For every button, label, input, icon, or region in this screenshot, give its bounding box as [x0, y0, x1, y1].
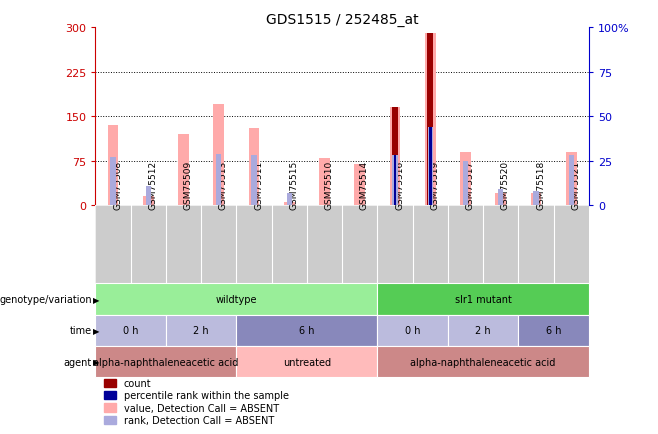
- Text: GSM75508: GSM75508: [113, 161, 122, 210]
- Text: 2 h: 2 h: [193, 326, 209, 335]
- Bar: [498, 190, 503, 206]
- Text: slr1 mutant: slr1 mutant: [455, 295, 512, 304]
- Bar: [393, 156, 397, 206]
- Bar: [448, 315, 519, 346]
- Text: GSM75516: GSM75516: [395, 161, 404, 210]
- Bar: [378, 284, 589, 315]
- Text: 6 h: 6 h: [299, 326, 315, 335]
- Bar: [428, 34, 433, 206]
- Bar: [216, 154, 222, 206]
- Bar: [425, 34, 436, 206]
- Bar: [111, 158, 116, 206]
- Text: GSM75515: GSM75515: [290, 161, 298, 210]
- Bar: [463, 161, 468, 206]
- Text: GSM75509: GSM75509: [184, 161, 193, 210]
- Text: GSM75521: GSM75521: [571, 161, 580, 210]
- Bar: [531, 194, 542, 206]
- Bar: [236, 346, 378, 378]
- Bar: [495, 194, 506, 206]
- Bar: [143, 197, 153, 206]
- Bar: [95, 346, 236, 378]
- Text: genotype/variation: genotype/variation: [0, 295, 92, 304]
- Text: ▶: ▶: [93, 326, 100, 335]
- Bar: [429, 128, 432, 206]
- Bar: [236, 315, 378, 346]
- Text: alpha-naphthaleneacetic acid: alpha-naphthaleneacetic acid: [411, 357, 556, 367]
- Bar: [428, 128, 433, 206]
- Bar: [95, 284, 378, 315]
- Bar: [319, 158, 330, 206]
- Bar: [287, 193, 292, 206]
- Bar: [378, 315, 448, 346]
- Bar: [95, 315, 166, 346]
- Bar: [284, 203, 295, 206]
- Text: GSM75518: GSM75518: [536, 161, 545, 210]
- Bar: [390, 108, 400, 206]
- Bar: [569, 156, 574, 206]
- Text: GSM75514: GSM75514: [360, 161, 368, 210]
- Text: GSM75519: GSM75519: [430, 161, 440, 210]
- Text: GSM75513: GSM75513: [218, 161, 228, 210]
- Bar: [378, 346, 589, 378]
- Bar: [166, 315, 236, 346]
- Bar: [566, 152, 576, 206]
- Text: GSM75511: GSM75511: [254, 161, 263, 210]
- Bar: [108, 126, 118, 206]
- Bar: [392, 156, 397, 206]
- Text: 6 h: 6 h: [546, 326, 561, 335]
- Bar: [392, 108, 398, 206]
- Bar: [178, 135, 189, 206]
- Text: alpha-naphthaleneacetic acid: alpha-naphthaleneacetic acid: [93, 357, 239, 367]
- Text: 2 h: 2 h: [475, 326, 491, 335]
- Bar: [534, 191, 539, 206]
- Bar: [519, 315, 589, 346]
- Bar: [355, 164, 365, 206]
- Legend: count, percentile rank within the sample, value, Detection Call = ABSENT, rank, : count, percentile rank within the sample…: [100, 374, 293, 429]
- Text: ▶: ▶: [93, 295, 100, 304]
- Text: GSM75517: GSM75517: [465, 161, 474, 210]
- Text: GSM75520: GSM75520: [501, 161, 510, 210]
- Text: time: time: [70, 326, 92, 335]
- Bar: [213, 105, 224, 206]
- Text: ▶: ▶: [93, 358, 100, 366]
- Bar: [249, 129, 259, 206]
- Title: GDS1515 / 252485_at: GDS1515 / 252485_at: [266, 13, 418, 27]
- Text: GSM75510: GSM75510: [324, 161, 334, 210]
- Text: agent: agent: [64, 357, 92, 367]
- Text: wildtype: wildtype: [216, 295, 257, 304]
- Bar: [251, 156, 257, 206]
- Text: 0 h: 0 h: [123, 326, 138, 335]
- Text: GSM75512: GSM75512: [148, 161, 157, 210]
- Bar: [460, 152, 471, 206]
- Bar: [145, 186, 151, 206]
- Text: 0 h: 0 h: [405, 326, 420, 335]
- Text: untreated: untreated: [283, 357, 331, 367]
